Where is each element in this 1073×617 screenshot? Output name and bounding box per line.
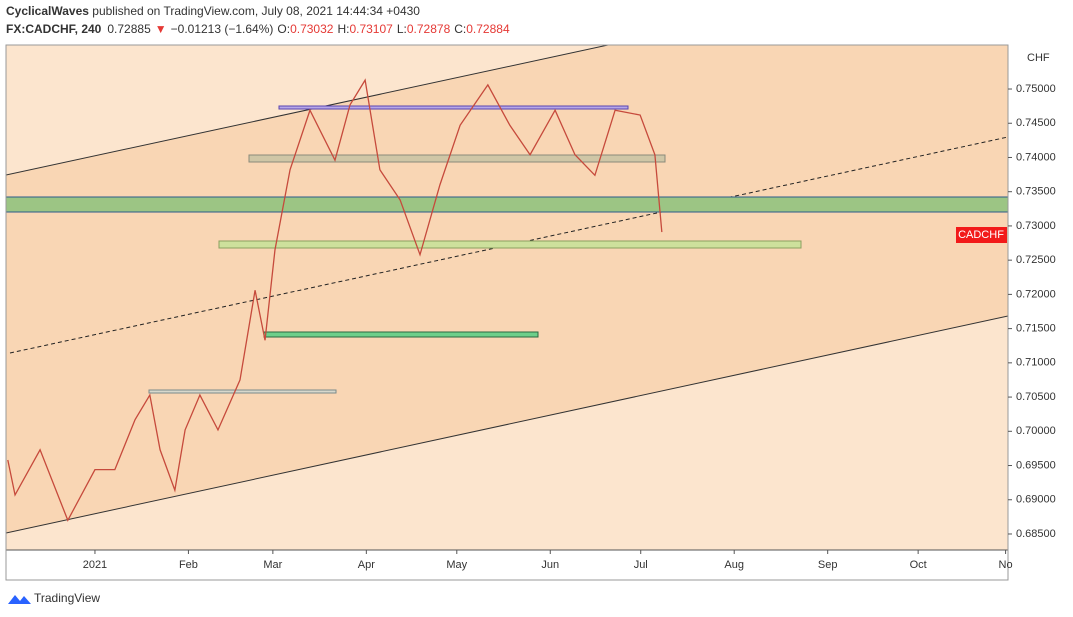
frame xyxy=(5,44,1009,581)
x-tick-label: Jul xyxy=(634,559,648,571)
y-tick-label: 0.75000 xyxy=(1016,83,1056,95)
x-tick-label: Apr xyxy=(358,559,375,571)
y-tick-label: 0.69000 xyxy=(1016,494,1056,506)
zone xyxy=(218,240,802,249)
marks xyxy=(7,78,663,522)
low-label: L: xyxy=(397,22,407,36)
header-line-1: CyclicalWaves published on TradingView.c… xyxy=(6,4,420,18)
zone xyxy=(248,154,666,163)
x-tick-label: Jun xyxy=(541,559,559,571)
zone xyxy=(278,105,629,110)
arrow: ▼ xyxy=(155,22,167,36)
y-tick-label: 0.73000 xyxy=(1016,220,1056,232)
y-tick-label: 0.71500 xyxy=(1016,323,1056,335)
x-tick-label: Sep xyxy=(818,559,838,571)
x-tick-label: 2021 xyxy=(83,559,107,571)
brand: TradingView xyxy=(34,591,100,605)
zone xyxy=(6,196,1008,213)
high-label: H: xyxy=(337,22,349,36)
price-tag xyxy=(956,227,1007,243)
symbol: FX:CADCHF, 240 xyxy=(6,22,102,36)
x-tick-label: Oct xyxy=(910,559,927,571)
channel-upper xyxy=(6,45,609,176)
y-tick-label: 0.71000 xyxy=(1016,357,1056,369)
price: 0.72885 xyxy=(107,22,151,36)
close-label: C: xyxy=(454,22,466,36)
y-tick-label: 0.69500 xyxy=(1016,459,1056,471)
x-tick-label: Mar xyxy=(263,559,282,571)
currency: CHF xyxy=(1027,52,1050,64)
low: 0.72878 xyxy=(407,22,451,36)
logo xyxy=(8,595,31,604)
y-tick-label: 0.74500 xyxy=(1016,117,1056,129)
x-tick-label: May xyxy=(446,559,467,571)
channel-fill xyxy=(6,45,1008,533)
high: 0.73107 xyxy=(349,22,393,36)
plot-area xyxy=(6,45,1008,550)
price-line xyxy=(7,78,663,522)
y-tick-label: 0.73500 xyxy=(1016,186,1056,198)
channel-lower xyxy=(6,315,1008,534)
open-label: O: xyxy=(277,22,290,36)
change: −0.01213 (−1.64%) xyxy=(171,22,274,36)
y-tick-label: 0.70000 xyxy=(1016,425,1056,437)
x-tick-label: No xyxy=(999,559,1013,571)
zone xyxy=(148,389,337,394)
author: CyclicalWaves xyxy=(6,4,89,18)
channel-mid xyxy=(9,136,1008,354)
y-tick-label: 0.72000 xyxy=(1016,288,1056,300)
x-tick-label: Feb xyxy=(179,559,198,571)
y-tick-label: 0.68500 xyxy=(1016,528,1056,540)
price-tag-label: CADCHF xyxy=(958,229,1004,241)
published: published on TradingView.com, July 08, 2… xyxy=(89,4,420,18)
open: 0.73032 xyxy=(290,22,334,36)
y-tick-label: 0.72500 xyxy=(1016,254,1056,266)
y-tick-label: 0.74000 xyxy=(1016,151,1056,163)
zone xyxy=(263,331,539,338)
y-tick-label: 0.70500 xyxy=(1016,391,1056,403)
close: 0.72884 xyxy=(466,22,510,36)
header-line-2: FX:CADCHF, 240 0.72885 ▼ −0.01213 (−1.64%) O… xyxy=(6,22,510,36)
x-tick-label: Aug xyxy=(724,559,744,571)
